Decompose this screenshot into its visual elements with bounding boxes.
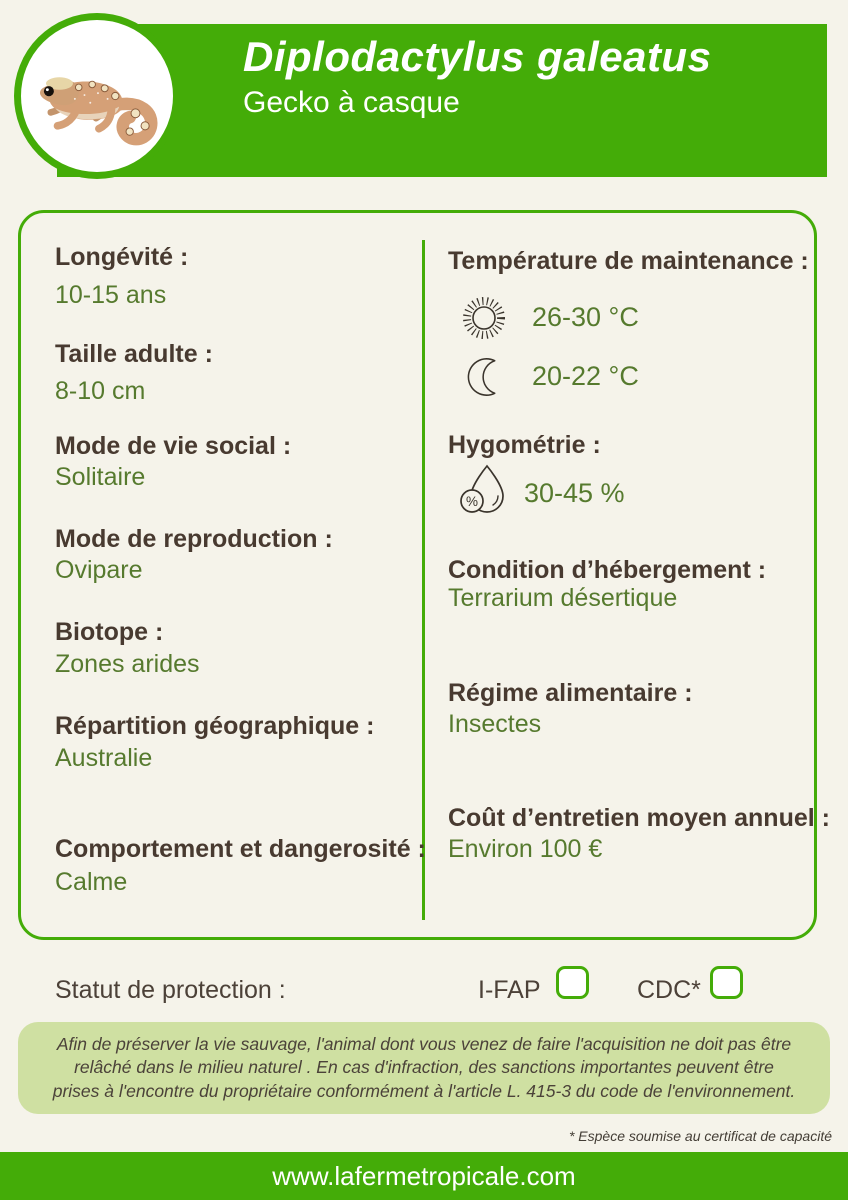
wildlife-disclaimer-box: Afin de préserver la vie sauvage, l'anim… bbox=[18, 1022, 830, 1114]
cdc-checkbox[interactable] bbox=[710, 966, 743, 999]
diet-label: Régime alimentaire : bbox=[448, 679, 693, 707]
geographic-range-value: Australie bbox=[55, 744, 153, 772]
ifap-label: I-FAP bbox=[478, 976, 541, 1004]
night-temperature-value: 20-22 °C bbox=[532, 361, 639, 391]
annual-cost-value: Environ 100 € bbox=[448, 835, 603, 863]
species-latin-name: Diplodactylus galeatus bbox=[243, 33, 712, 80]
social-mode-label: Mode de vie social : bbox=[55, 432, 292, 460]
housing-value: Terrarium désertique bbox=[448, 584, 678, 612]
temperature-label: Température de maintenance : bbox=[448, 247, 809, 275]
svg-text:%: % bbox=[466, 494, 478, 509]
biotope-value: Zones arides bbox=[55, 650, 200, 678]
adult-size-label: Taille adulte : bbox=[55, 340, 213, 368]
species-photo bbox=[14, 13, 180, 179]
ifap-checkbox[interactable] bbox=[556, 966, 589, 999]
longevity-label: Longévité : bbox=[55, 243, 189, 271]
longevity-value: 10-15 ans bbox=[55, 281, 167, 309]
sun-icon bbox=[460, 294, 508, 342]
header-band: Diplodactylus galeatus Gecko à casque bbox=[57, 24, 827, 177]
geographic-range-label: Répartition géographique : bbox=[55, 712, 375, 740]
wildlife-disclaimer-text: Afin de préserver la vie sauvage, l'anim… bbox=[52, 1033, 796, 1101]
humidity-droplet-icon: % bbox=[457, 463, 509, 515]
day-temperature-value: 26-30 °C bbox=[532, 302, 639, 332]
species-common-name: Gecko à casque bbox=[243, 86, 460, 119]
behavior-value: Calme bbox=[55, 868, 128, 896]
moon-icon bbox=[466, 355, 510, 399]
adult-size-value: 8-10 cm bbox=[55, 377, 146, 405]
annual-cost-label: Coût d’entretien moyen annuel : bbox=[448, 804, 830, 832]
reproduction-label: Mode de reproduction : bbox=[55, 525, 333, 553]
biotope-label: Biotope : bbox=[55, 618, 164, 646]
hygrometry-label: Hygométrie : bbox=[448, 431, 601, 459]
footer-band: www.lafermetropicale.com bbox=[0, 1152, 848, 1200]
behavior-label: Comportement et dangerosité : bbox=[55, 835, 426, 863]
gecko-illustration bbox=[39, 77, 158, 146]
diet-value: Insectes bbox=[448, 710, 542, 738]
cdc-label: CDC* bbox=[637, 976, 701, 1004]
reproduction-value: Ovipare bbox=[55, 556, 143, 584]
housing-label: Condition d’hébergement : bbox=[448, 556, 767, 584]
website-url[interactable]: www.lafermetropicale.com bbox=[272, 1160, 576, 1191]
social-mode-value: Solitaire bbox=[55, 463, 146, 491]
capacity-certificate-footnote: * Espèce soumise au certificat de capaci… bbox=[568, 1128, 832, 1144]
info-card: Longévité : 10-15 ans Taille adulte : 8-… bbox=[18, 210, 830, 940]
hygrometry-value: 30-45 % bbox=[524, 478, 625, 508]
column-divider bbox=[422, 240, 425, 920]
protection-status-label: Statut de protection : bbox=[55, 976, 286, 1004]
